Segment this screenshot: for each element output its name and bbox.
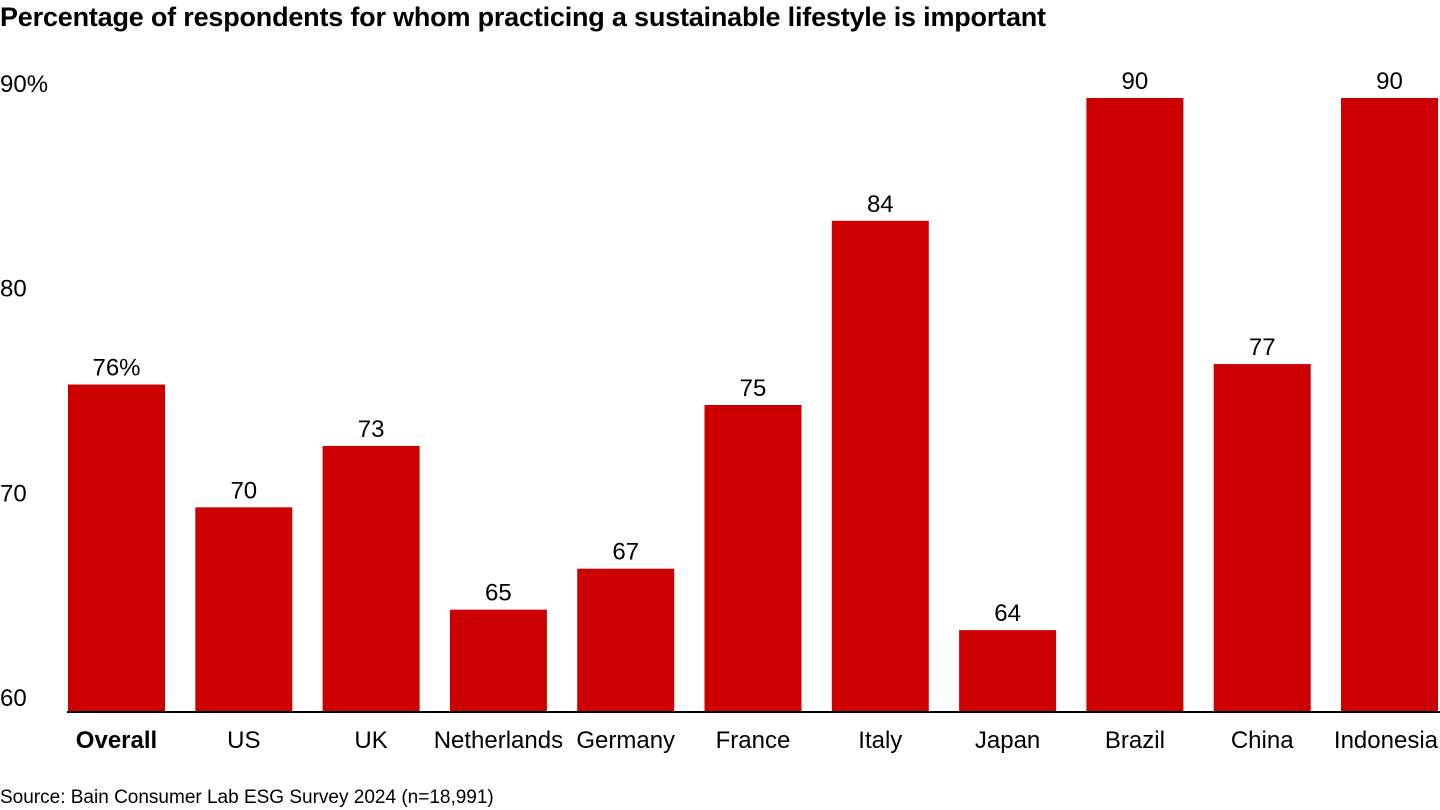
x-tick-label: Germany (576, 727, 675, 754)
value-labels: 76% 70 73 65 67 75 84 64 90 77 90 (92, 68, 1402, 627)
data-label: 65 (485, 580, 512, 607)
x-tick-label: Netherlands (434, 727, 563, 754)
data-label: 77 (1249, 334, 1276, 361)
data-label: 90 (1376, 68, 1403, 95)
data-label: 73 (358, 416, 385, 443)
data-label: 67 (612, 539, 639, 566)
category-labels: Overall US UK Netherlands Germany France Italy… (76, 727, 1439, 754)
x-tick-label: Brazil (1105, 727, 1165, 754)
bar (704, 405, 802, 712)
x-tick-label: US (227, 727, 260, 754)
bar (322, 445, 420, 712)
bar (959, 630, 1057, 712)
bar (449, 609, 547, 712)
data-label: 90 (1122, 68, 1149, 95)
data-label: 64 (994, 600, 1021, 627)
y-tick-label: 80 (0, 276, 27, 303)
y-tick-label: 70 (0, 480, 27, 507)
x-tick-label: France (716, 727, 791, 754)
x-tick-label: Overall (76, 727, 157, 754)
bars (68, 98, 1438, 713)
bar (1341, 98, 1438, 712)
data-label: 76% (92, 355, 140, 382)
bar (1086, 98, 1184, 712)
x-tick-label: Italy (858, 727, 902, 754)
x-tick-label: China (1231, 727, 1294, 754)
x-tick-label: UK (354, 727, 387, 754)
y-tick-label: 90% (0, 71, 48, 98)
bar (577, 568, 675, 712)
bar (68, 384, 165, 712)
x-tick-label: Indonesia (1334, 727, 1439, 754)
y-axis-ticks: 60 70 80 90% (0, 71, 48, 712)
data-label: 75 (740, 375, 767, 402)
bar (831, 220, 929, 713)
source-note: Source: Bain Consumer Lab ESG Survey 202… (0, 787, 494, 808)
bar (1213, 364, 1311, 712)
data-label: 84 (867, 191, 894, 218)
x-tick-label: Japan (975, 727, 1040, 754)
data-label: 70 (230, 477, 257, 504)
chart-title: Percentage of respondents for whom pract… (0, 2, 1046, 32)
bar (195, 507, 293, 712)
y-tick-label: 60 (0, 685, 27, 712)
